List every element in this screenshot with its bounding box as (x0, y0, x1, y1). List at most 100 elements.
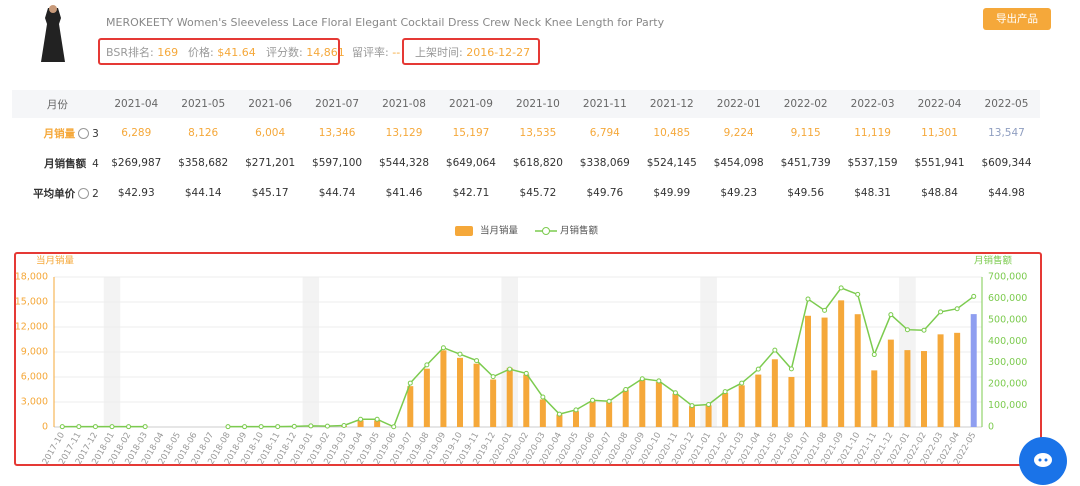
point (490, 374, 496, 380)
point (606, 398, 612, 404)
point (590, 397, 596, 403)
row-label: 月销售额 4 (12, 148, 103, 178)
cell: $609,344 (981, 157, 1032, 169)
point (855, 291, 861, 297)
bar (771, 359, 778, 427)
legend-swatch (542, 227, 550, 235)
reviews: 评分数: 14,861 (266, 44, 345, 60)
cell: 6,794 (589, 127, 620, 139)
y2-tick-label: 100,000 (988, 400, 1027, 411)
point (258, 424, 264, 430)
point (556, 411, 562, 417)
cell: $48.31 (854, 187, 891, 199)
chat-button[interactable] (1018, 436, 1068, 486)
point (672, 390, 678, 396)
price: 价格: $41.64 (188, 44, 256, 60)
cell: $44.74 (318, 187, 356, 199)
point (888, 312, 894, 318)
point (76, 424, 82, 430)
y2-axis-title: 月销售额 (974, 255, 1013, 267)
point (126, 424, 132, 430)
header-cell: 2021-09 (437, 90, 505, 118)
y-tick-label: 0 (42, 422, 48, 433)
point (805, 296, 811, 302)
bar (357, 420, 364, 427)
point (457, 351, 463, 357)
point (291, 423, 297, 429)
highlight-box (98, 38, 340, 65)
point (540, 394, 546, 400)
bar (457, 357, 463, 427)
legend-swatch (455, 226, 473, 236)
value: 169 (157, 46, 179, 59)
point (573, 407, 579, 413)
point (242, 424, 248, 430)
point (391, 424, 397, 430)
header-cell: 2021-11 (571, 90, 639, 118)
y2-tick-label: 500,000 (988, 314, 1027, 325)
line (62, 287, 975, 428)
bar (755, 374, 762, 427)
cell: 9,115 (790, 127, 821, 139)
cell: $48.84 (921, 187, 958, 199)
point (656, 378, 662, 384)
point (225, 424, 231, 430)
highlight-box (402, 38, 540, 65)
cell: $338,069 (579, 157, 630, 169)
bar (722, 392, 729, 427)
bar (639, 379, 646, 427)
cell: $42.93 (117, 187, 155, 199)
cell: $42.71 (452, 187, 490, 199)
label-text: 月销量 (43, 127, 76, 140)
export-button[interactable]: 导出产品 (983, 8, 1051, 30)
cell: $551,941 (914, 157, 965, 169)
point (822, 307, 828, 313)
y2-tick-label: 600,000 (988, 293, 1027, 304)
header-cell: 2021-12 (638, 90, 706, 118)
bar (622, 389, 629, 427)
help-icon (78, 128, 90, 139)
point (706, 402, 712, 407)
row-label: 平均单价 2 (12, 178, 103, 208)
header-cell: 2021-06 (236, 90, 304, 118)
cell: $524,145 (646, 157, 697, 169)
chart: 0 3,000 6,000 9,000 12,000 15,000 18,000 0 100,0… (15, 225, 1028, 467)
cell: $269,987 (111, 157, 162, 169)
label-text: 平均单价 (33, 187, 76, 200)
cell: $597,100 (312, 157, 363, 169)
cell: 13,346 (318, 127, 356, 139)
y-tick-label: 12,000 (15, 322, 48, 333)
cell: $649,064 (445, 157, 496, 169)
header-cell: 2021-10 (504, 90, 572, 118)
bar (887, 339, 894, 427)
y-tick-label: 6,000 (21, 372, 48, 383)
row-label: 月销量 3 (12, 118, 103, 148)
point (739, 380, 745, 386)
data-table: 月份 2021-04 2021-05 2021-06 2021-07 2021-08 202… (12, 90, 1040, 208)
cell: 10,485 (653, 127, 691, 139)
cell: $618,820 (512, 157, 563, 169)
cell: 11,119 (854, 127, 891, 139)
y2-tick-label: 700,000 (988, 272, 1027, 283)
point (871, 352, 877, 358)
bar (440, 350, 447, 427)
bar (573, 411, 579, 427)
legend-label: 当月销量 (480, 225, 519, 237)
count: 3 (92, 127, 99, 140)
y2-tick-label: 200,000 (988, 379, 1027, 390)
cell: $49.99 (653, 187, 691, 199)
cell: $454,098 (713, 157, 764, 169)
bar (921, 351, 927, 427)
bar (672, 393, 679, 427)
cell: 11,301 (921, 127, 958, 139)
y2-tick-label: 0 (988, 422, 994, 433)
bar (871, 370, 878, 427)
header-cell: 2021-08 (370, 90, 438, 118)
bar (556, 414, 563, 427)
point (838, 285, 844, 291)
point (440, 345, 446, 351)
bar (904, 350, 911, 427)
bar (374, 420, 381, 427)
point (788, 366, 794, 372)
cell: 13,535 (519, 127, 557, 139)
